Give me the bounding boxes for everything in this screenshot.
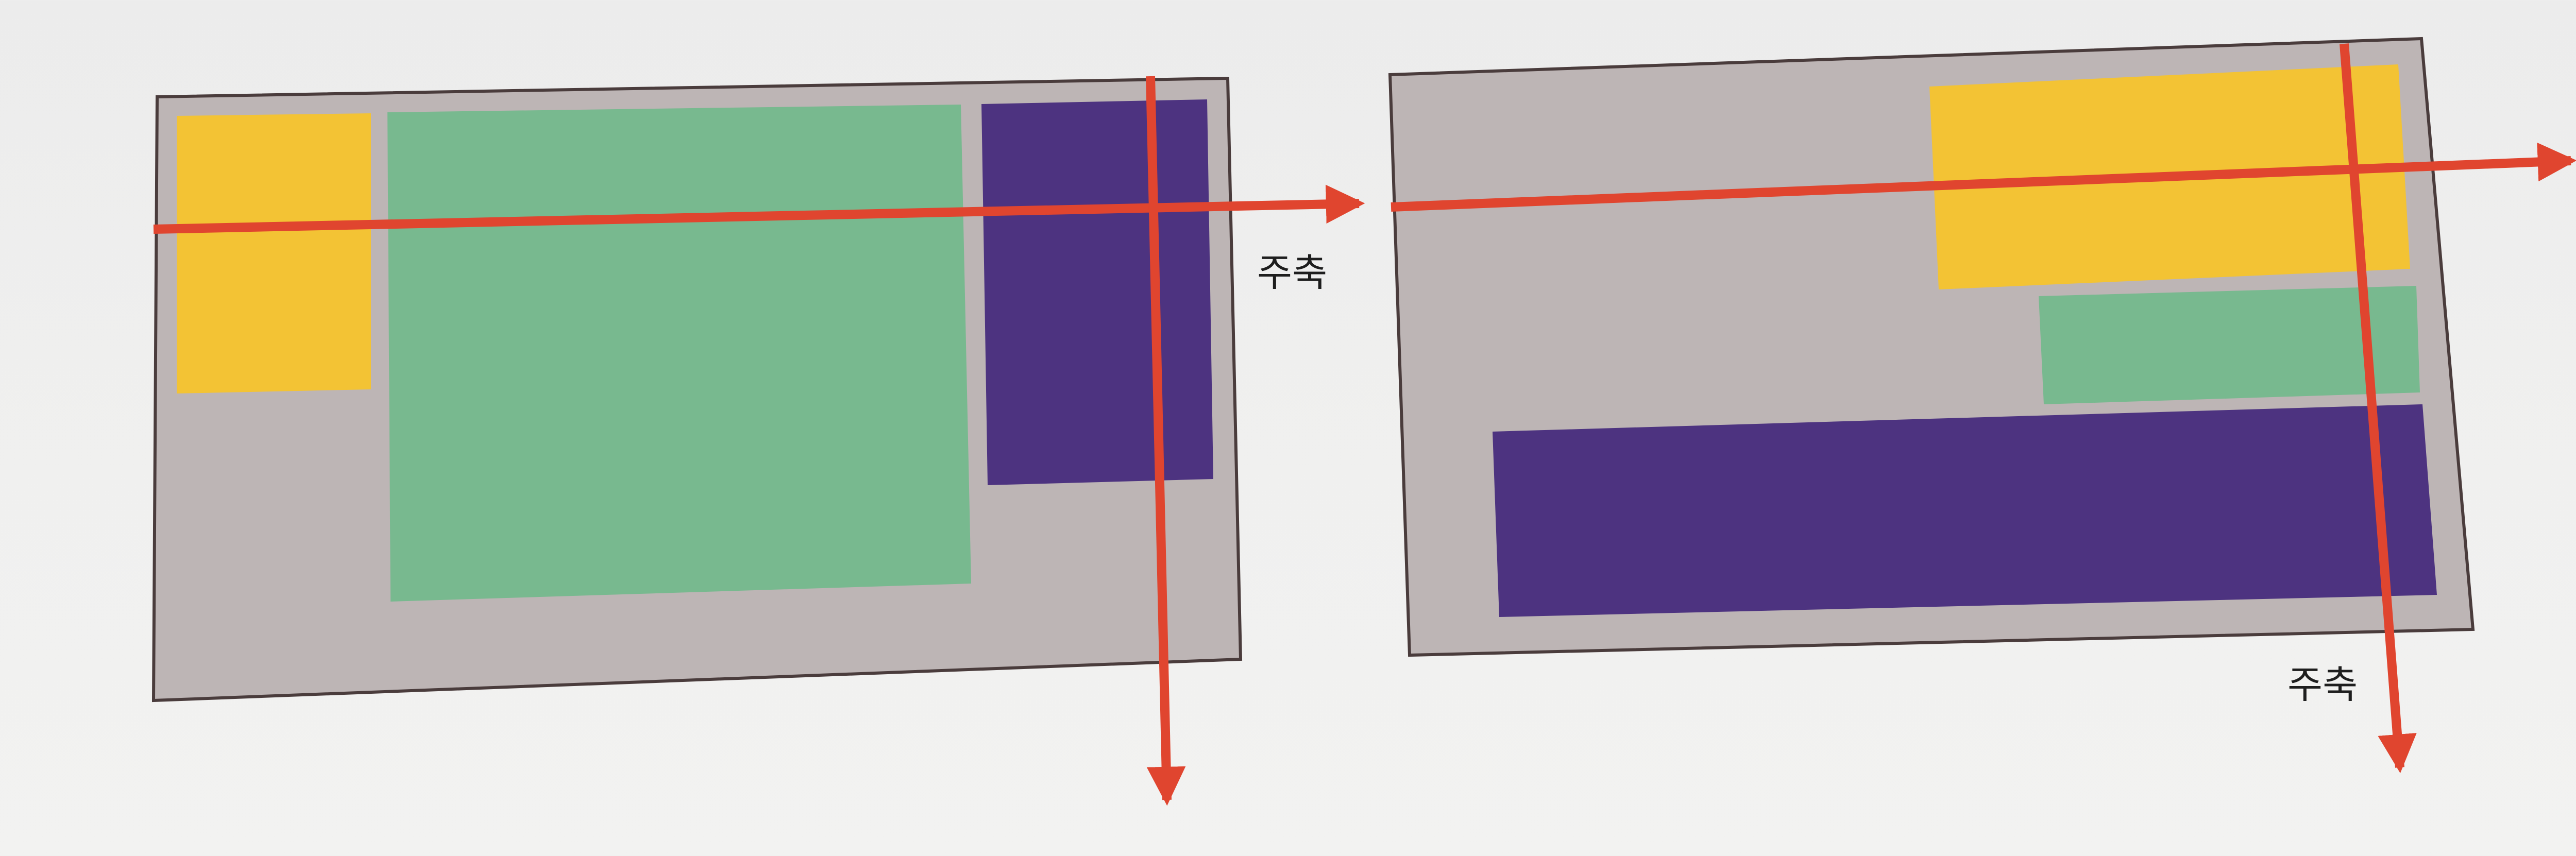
diagram-column-direction: 주축 xyxy=(1388,37,2576,774)
flex-item-green-right xyxy=(2039,286,2420,404)
main-axis-label-left: 주축 xyxy=(1257,251,1327,295)
main-axis-arrow-right xyxy=(2340,43,2417,774)
flex-item-green-left xyxy=(387,105,971,602)
horizontal-axis-arrow-right xyxy=(1391,142,2576,212)
flex-item-purple-left xyxy=(981,99,1213,485)
main-axis-label-right: 주축 xyxy=(2287,663,2358,707)
flex-item-purple-right xyxy=(1493,404,2437,617)
diagram-row-direction: 주축 xyxy=(151,76,1365,806)
flex-item-yellow-left xyxy=(177,113,371,393)
horizontal-axis-arrow-left xyxy=(153,184,1365,234)
main-axis-arrow-left xyxy=(1146,76,1186,806)
